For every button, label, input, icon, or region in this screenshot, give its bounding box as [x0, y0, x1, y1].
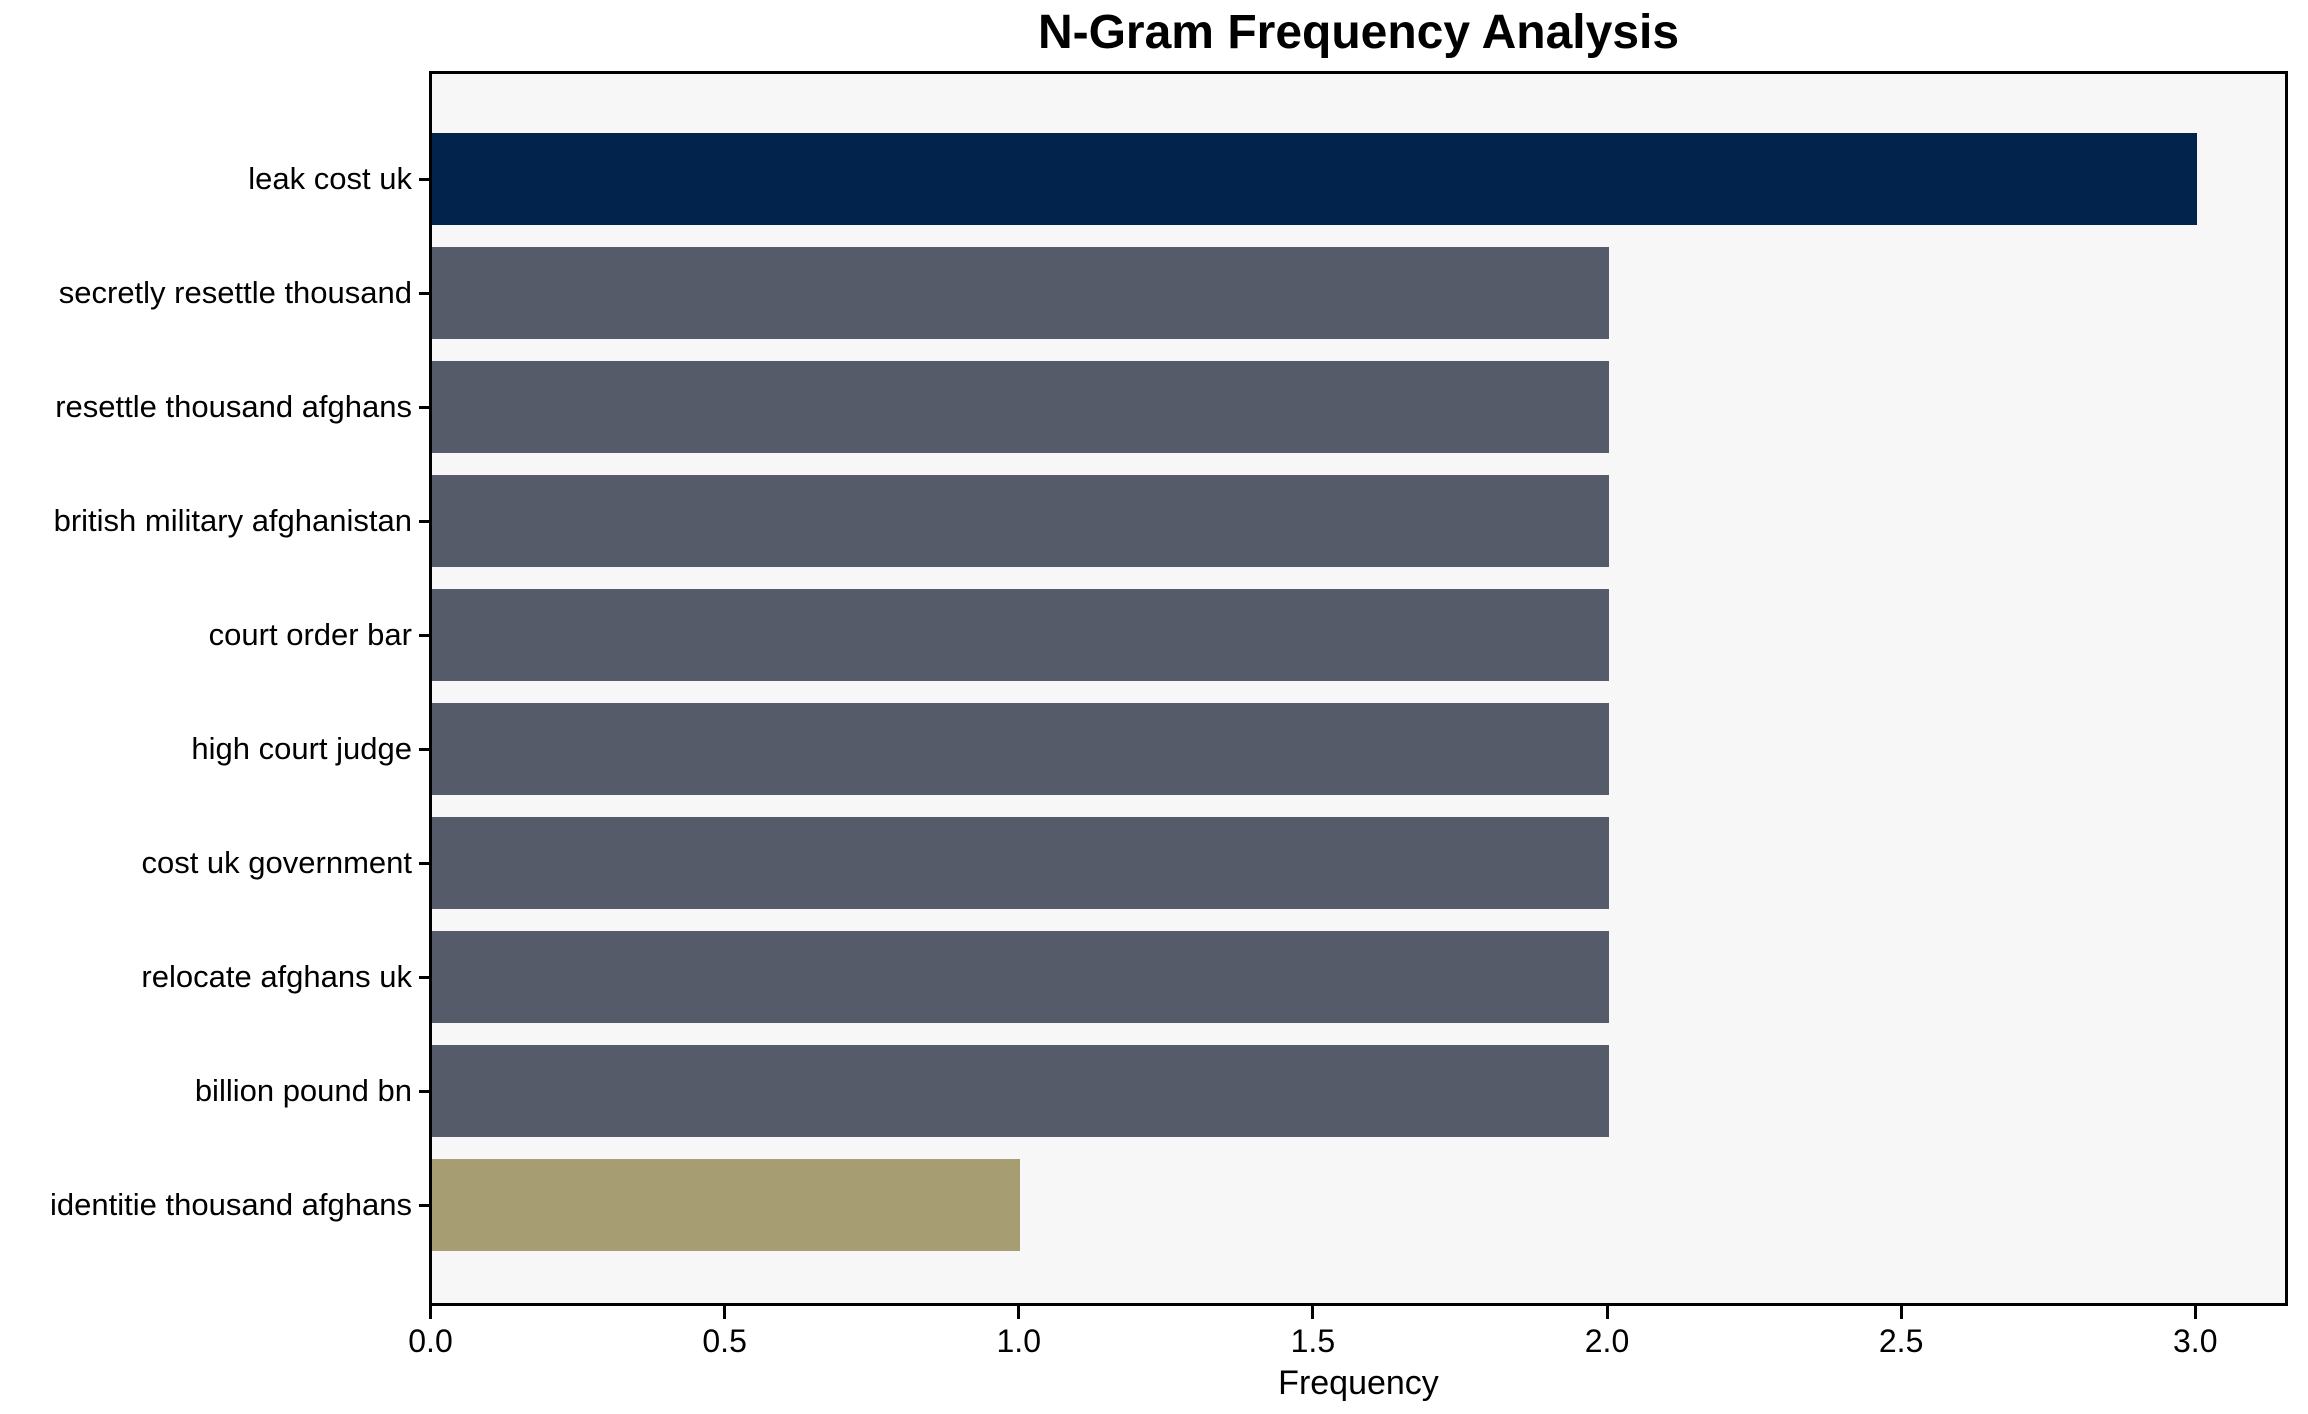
y-tick-mark — [419, 405, 429, 409]
x-tick-label: 0.5 — [702, 1323, 747, 1359]
y-tick-mark — [419, 861, 429, 865]
bar — [432, 247, 1609, 339]
x-tick-mark — [429, 1306, 432, 1319]
y-tick-label: relocate afghans uk — [141, 959, 412, 994]
y-tick-mark — [419, 1203, 429, 1207]
y-tick-mark — [419, 747, 429, 751]
chart-title: N-Gram Frequency Analysis — [1037, 6, 1680, 59]
x-tick-mark — [1605, 1306, 1609, 1319]
y-tick-label: cost uk government — [141, 845, 412, 880]
bar — [432, 133, 2197, 225]
bar — [432, 1159, 1020, 1251]
y-tick-label: resettle thousand afghans — [55, 389, 412, 424]
x-axis-label: Frequency — [1278, 1364, 1439, 1402]
x-tick-mark — [1017, 1306, 1021, 1319]
y-tick-label: identitie thousand afghans — [50, 1187, 412, 1222]
bar — [432, 817, 1609, 909]
x-tick-label: 0.0 — [408, 1323, 453, 1359]
y-tick-mark — [419, 177, 429, 181]
y-tick-label: court order bar — [208, 617, 412, 652]
plot-area — [429, 71, 2288, 1306]
y-tick-label: billion pound bn — [194, 1073, 412, 1108]
bar — [432, 475, 1609, 567]
y-tick-mark — [419, 975, 429, 979]
x-tick-label: 2.0 — [1584, 1323, 1630, 1359]
bar — [432, 703, 1609, 795]
x-tick-label: 1.0 — [996, 1323, 1041, 1359]
x-tick-mark — [1899, 1306, 1903, 1319]
x-tick-mark — [1311, 1306, 1315, 1319]
x-tick-label: 3.0 — [2173, 1323, 2218, 1359]
x-tick-mark — [723, 1306, 727, 1319]
y-tick-mark — [419, 633, 429, 637]
x-tick-label: 1.5 — [1290, 1323, 1336, 1359]
y-tick-label: leak cost uk — [248, 161, 412, 196]
y-tick-mark — [419, 519, 429, 523]
bar — [432, 931, 1609, 1023]
y-tick-label: secretly resettle thousand — [58, 275, 412, 310]
y-tick-mark — [419, 1089, 429, 1093]
y-tick-mark — [419, 291, 429, 295]
bar — [432, 589, 1609, 681]
x-tick-label: 2.5 — [1878, 1323, 1924, 1359]
y-tick-label: high court judge — [191, 731, 412, 766]
x-tick-mark — [2193, 1306, 2197, 1319]
bar — [432, 361, 1609, 453]
bar — [432, 1045, 1609, 1137]
y-tick-label: british military afghanistan — [53, 503, 412, 538]
